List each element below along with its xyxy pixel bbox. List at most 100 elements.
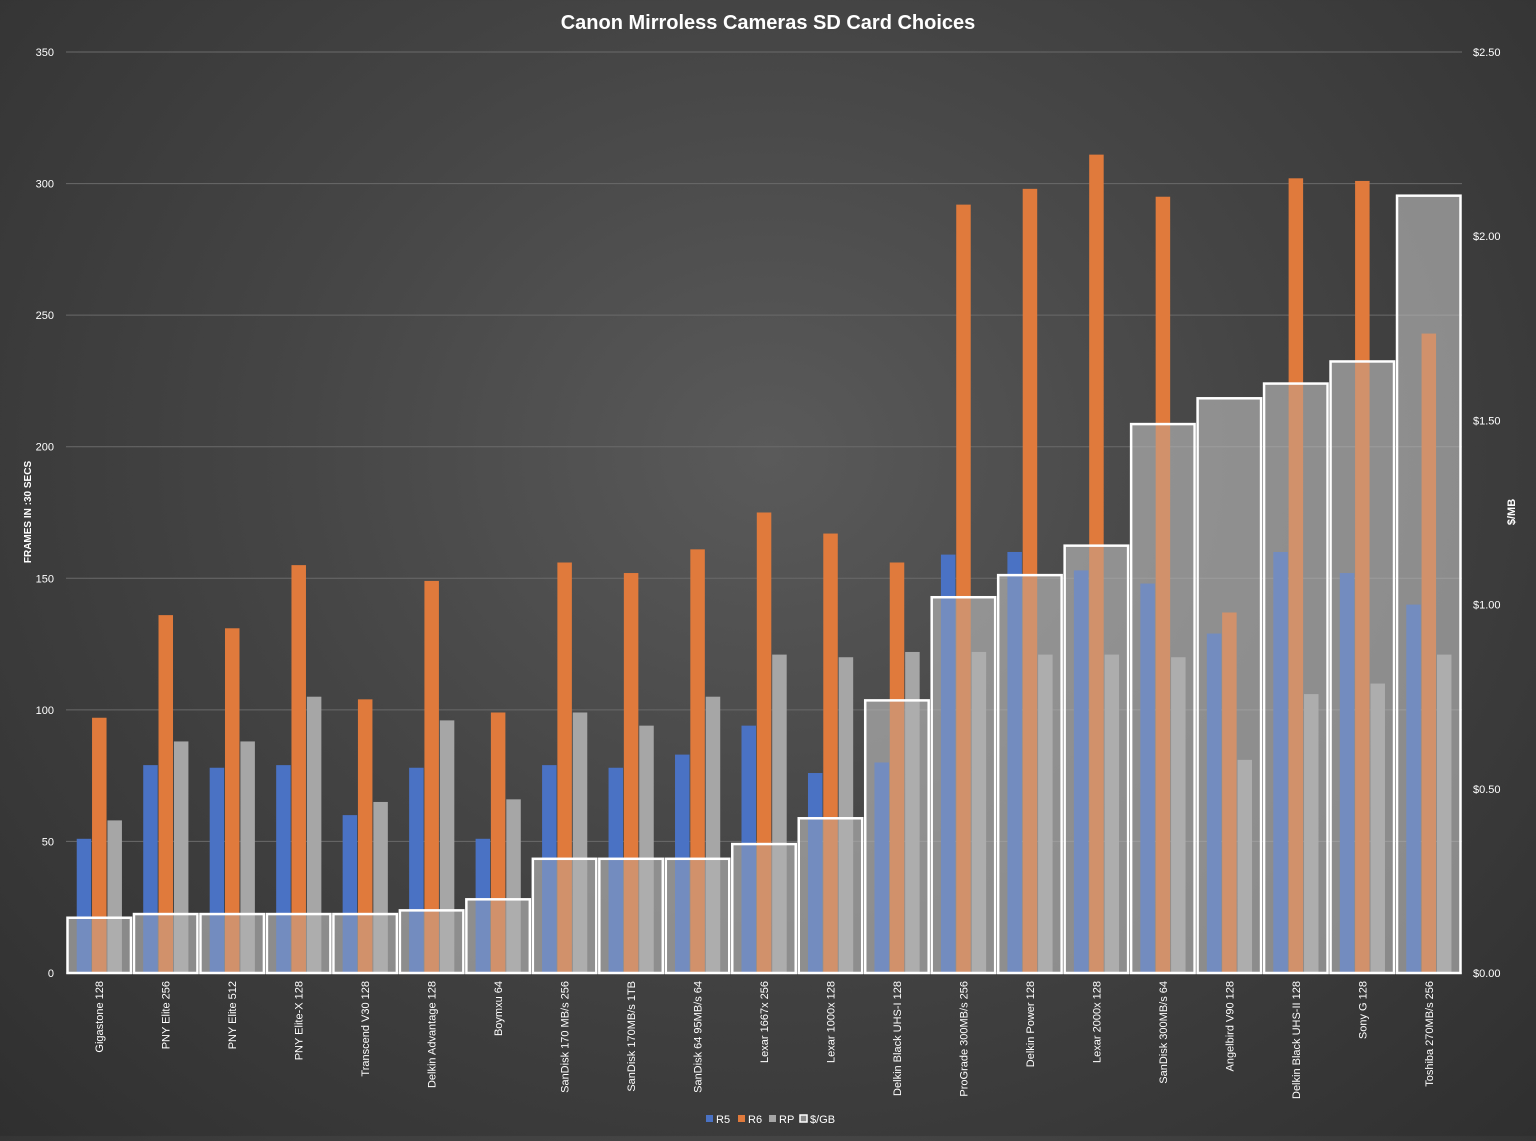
cost-bar-overlay	[399, 910, 464, 973]
bar-r5	[1406, 604, 1421, 973]
cost-bar-overlay	[732, 844, 796, 973]
bar-rp	[1304, 694, 1319, 973]
x-tick-label: SanDisk 300MB/s 64	[1158, 981, 1170, 1084]
cost-bar-outline	[797, 817, 864, 975]
bar-rp	[772, 654, 787, 973]
bar-r6	[623, 573, 639, 973]
cost-bar-overlay	[1330, 361, 1395, 973]
cost-bar-overlay	[333, 914, 397, 973]
bar-r5	[1206, 633, 1222, 973]
bar-r6	[1288, 178, 1304, 973]
x-tick-label: ProGrade 300MB/s 256	[958, 981, 970, 1097]
legend-label: R6	[748, 1114, 762, 1126]
chart-title: Canon Mirroless Cameras SD Card Choices	[561, 12, 976, 34]
bar-r5	[143, 765, 158, 973]
x-tick-label: SanDisk 64 95MB/s 64	[693, 981, 705, 1093]
bar-r6	[690, 549, 705, 973]
legend: R5 R6 RP $/GB	[706, 1114, 835, 1126]
bar-r5	[342, 815, 358, 973]
y-axis-label: FRAMES IN :30 SECS	[23, 461, 34, 564]
cost-bar-overlay	[1131, 424, 1195, 974]
x-tick-label: Delkin Black UHS-II 128	[1291, 981, 1303, 1099]
x-tick-label: Lexar 1667x 256	[759, 981, 771, 1063]
cost-bar-overlay	[599, 858, 663, 973]
cost-bar-outline	[531, 857, 598, 975]
x-tick-label: Boymxu 64	[493, 981, 505, 1036]
bar-r5	[1073, 570, 1089, 973]
cost-bar-overlay	[532, 858, 597, 973]
cost-bar-overlay	[266, 914, 331, 973]
cost-bar-outline	[664, 857, 731, 975]
cost-bar-outline	[598, 857, 665, 975]
x-tick-label: PNY Elite 256	[161, 981, 173, 1049]
bar-r6	[490, 712, 506, 973]
x-tick-label: Transcend V30 128	[360, 981, 372, 1077]
bar-rp	[1436, 654, 1452, 973]
bar-rp	[971, 651, 987, 973]
bar-rp	[373, 801, 388, 973]
x-tick-label: Delkin Advantage 128	[427, 981, 439, 1088]
bar-r5	[542, 765, 557, 973]
cost-bar-outline	[199, 912, 266, 975]
bar-rp	[1038, 654, 1053, 973]
bar-r6	[424, 580, 439, 973]
cost-bar-overlay	[665, 858, 730, 973]
cost-bar-outline	[265, 912, 332, 975]
bar-r5	[874, 762, 889, 973]
bar-rp	[838, 657, 854, 973]
y2-axis-ticks: $0.00 $0.50 $1.00 $1.50 $2.00 $2.50	[1473, 47, 1501, 980]
cost-bar-overlay	[931, 597, 996, 973]
bar-r6	[92, 717, 107, 973]
legend-label: R5	[716, 1114, 730, 1126]
bar-r6	[1222, 612, 1237, 973]
bar-r5	[1140, 583, 1155, 973]
y2-tick-label: $0.00	[1473, 968, 1501, 980]
bar-r5	[807, 773, 823, 973]
cost-bar-outline	[398, 909, 465, 975]
bar-r5	[1339, 573, 1355, 973]
cost-bar-outline	[1329, 360, 1396, 975]
frame-series	[67, 154, 1461, 974]
cost-bar-overlay	[1197, 398, 1262, 973]
bar-rp	[306, 696, 322, 973]
legend-swatch-r6	[738, 1115, 745, 1122]
bar-r5	[209, 767, 225, 973]
y2-tick-label: $1.50	[1473, 415, 1501, 427]
y2-tick-label: $1.00	[1473, 600, 1501, 612]
x-tick-label: Delkin Power 128	[1025, 981, 1037, 1067]
cost-bar-overlay	[200, 914, 264, 973]
x-tick-label: PNY Elite 512	[227, 981, 239, 1049]
cost-bar-outline	[66, 916, 133, 975]
y-tick-label: 50	[42, 836, 54, 848]
x-tick-label: Toshiba 270MB/s 256	[1424, 981, 1436, 1087]
cost-bar-outline	[465, 898, 532, 975]
cost-bar-overlay	[67, 917, 131, 973]
y-tick-label: 200	[36, 442, 54, 454]
cost-bar-overlay	[1264, 383, 1328, 973]
cost-bar-outline	[1196, 397, 1263, 975]
bar-r6	[1089, 154, 1104, 973]
cost-bar-overlay	[133, 914, 198, 973]
bar-r5	[276, 765, 291, 973]
x-tick-label: Sony G 128	[1357, 981, 1369, 1039]
bar-r5	[741, 725, 756, 973]
x-axis-ticks: Gigastone 128 PNY Elite 256 PNY Elite 512 P…	[94, 981, 1436, 1099]
cost-bar-outline	[332, 912, 399, 975]
cost-bar-outline	[132, 912, 199, 975]
legend-label: $/GB	[810, 1114, 835, 1126]
cost-bar-outline	[863, 699, 930, 975]
cost-outlines	[66, 194, 1462, 975]
y2-tick-label: $0.50	[1473, 784, 1501, 796]
bar-rp	[1104, 654, 1120, 973]
y-tick-label: 300	[36, 179, 54, 191]
cost-bar-outline	[1395, 194, 1462, 975]
bar-r5	[475, 838, 491, 973]
cost-bar-outline	[1129, 422, 1196, 975]
x-tick-label: Lexar 1000x 128	[825, 981, 837, 1063]
x-tick-label: PNY Elite-X 128	[294, 981, 306, 1060]
bar-r6	[956, 204, 971, 973]
bar-r6	[224, 628, 240, 973]
y-tick-label: 100	[36, 705, 54, 717]
y2-axis-label: $/MB	[1506, 499, 1518, 525]
